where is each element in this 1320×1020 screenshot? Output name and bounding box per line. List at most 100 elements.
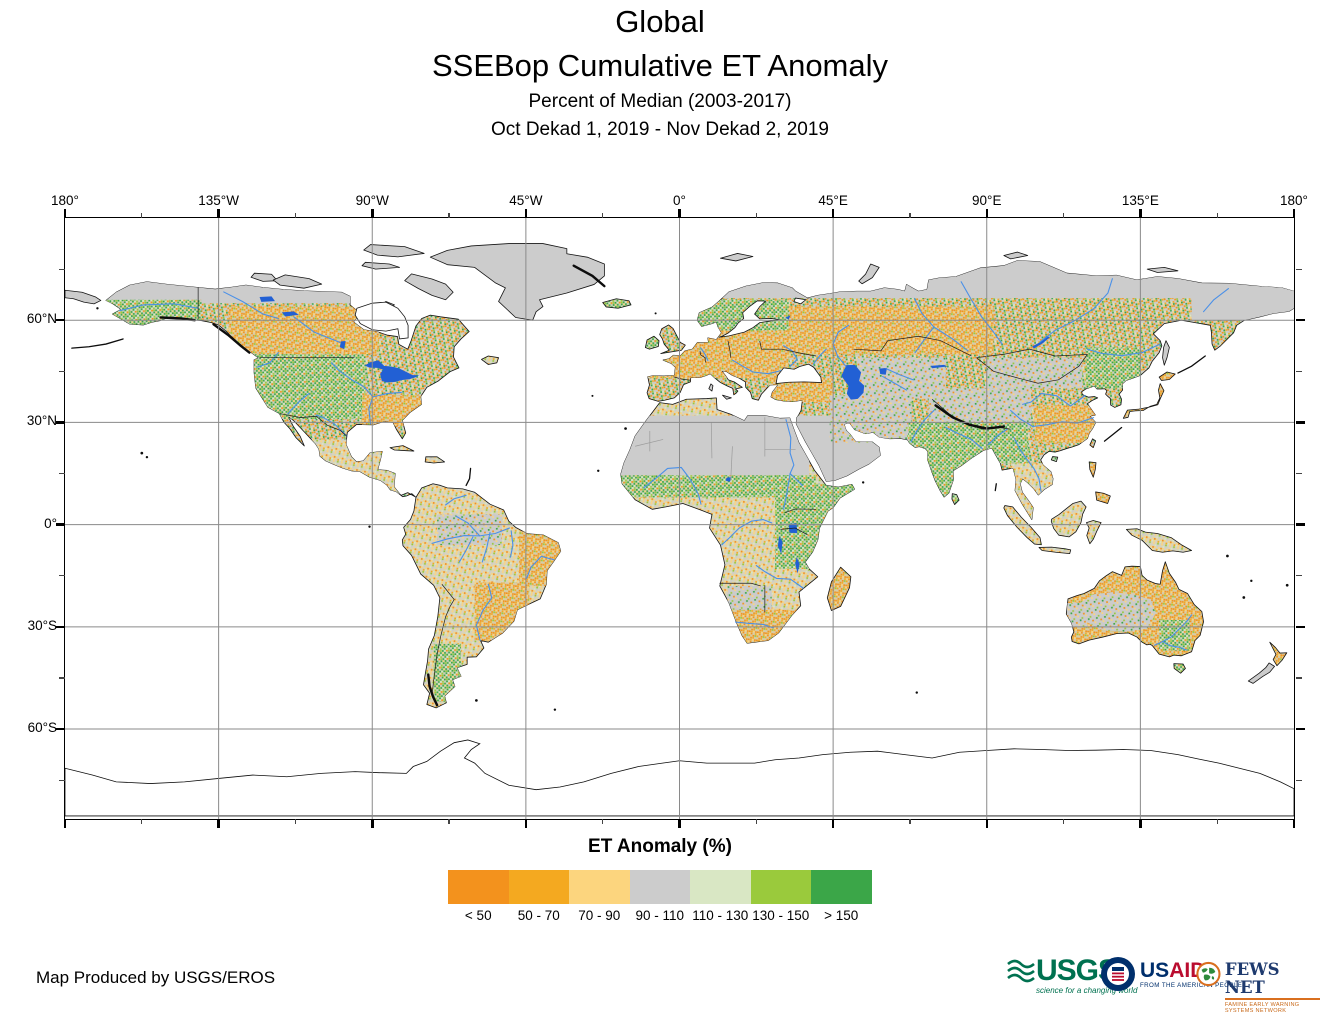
- axis-tick-major: [217, 819, 220, 828]
- chukotka-tip: [64, 290, 101, 304]
- axis-tick-major: [678, 819, 681, 828]
- fewsnet-logo: FEWS NET FAMINE EARLY WARNING SYSTEMS NE…: [1196, 956, 1320, 1014]
- axis-tick-major: [1295, 421, 1305, 424]
- axis-tick-major: [1139, 819, 1142, 828]
- left-axis-label: 30°N: [26, 413, 57, 429]
- map-credit: Map Produced by USGS/EROS: [36, 968, 276, 987]
- axis-tick-major: [1295, 523, 1305, 526]
- cuba: [390, 445, 414, 450]
- greenland: [430, 243, 604, 320]
- top-axis-label: 90°E: [972, 193, 1002, 208]
- country-borders: [198, 287, 1087, 694]
- top-axis-label: 90°W: [355, 193, 389, 208]
- usgs-wave-icon: [1007, 959, 1035, 983]
- axis-tick-minor: [1295, 575, 1302, 577]
- legend-swatch: [569, 870, 630, 904]
- graticule: [65, 218, 1294, 819]
- legend-swatch-row: [448, 870, 872, 904]
- legend-swatch: [690, 870, 751, 904]
- tasmania: [1173, 663, 1185, 673]
- axis-tick-major: [63, 819, 67, 828]
- usaid-wordmark: USAID: [1140, 960, 1242, 982]
- usaid-seal-icon: [1101, 957, 1135, 991]
- anomaly-zones-australia: [1066, 591, 1190, 651]
- top-axis-label: 135°W: [198, 193, 239, 208]
- legend-swatch: [629, 870, 690, 904]
- madagascar: [827, 567, 851, 610]
- title-block: Global SSEBop Cumulative ET Anomaly Perc…: [0, 0, 1320, 144]
- usaid-wordmark-aid: AID: [1169, 959, 1206, 982]
- map-frame: [63, 216, 1295, 820]
- islands: [64, 243, 1287, 683]
- legend-class-label: < 50: [464, 908, 492, 923]
- sri-lanka: [951, 493, 958, 504]
- axis-tick-major: [1295, 727, 1305, 731]
- lake-baikal: [1031, 335, 1050, 348]
- top-axis-label: 45°E: [818, 193, 848, 208]
- subtitle: Percent of Median (2003-2017): [528, 91, 792, 112]
- great-lakes: [364, 359, 419, 383]
- rivers: [119, 278, 1228, 649]
- top-axis-label: 180°: [51, 193, 79, 208]
- black-sea: [776, 364, 821, 383]
- legend-class-label: 70 - 90: [578, 908, 621, 923]
- fewsnet-globe-icon: [1196, 961, 1221, 987]
- page-title-line2: SSEBop Cumulative ET Anomaly: [431, 48, 889, 83]
- caspian-sea: [840, 364, 864, 400]
- usaid-wordmark-us: US: [1140, 959, 1170, 982]
- fewsnet-wordmark: FEWS NET: [1224, 961, 1320, 1000]
- legend-class-label: 130 - 150: [752, 908, 810, 923]
- white-sea: [793, 298, 805, 304]
- axis-tick-minor: [141, 819, 143, 824]
- axis-tick-minor: [1216, 819, 1218, 824]
- axis-tick-minor: [1295, 677, 1302, 679]
- axis-tick-minor: [1295, 370, 1302, 372]
- legend-class-label: 50 - 70: [517, 908, 560, 923]
- legend-swatch: [811, 870, 872, 904]
- legend-class-label: 110 - 130: [692, 908, 749, 923]
- mindanao: [1095, 491, 1110, 503]
- subtitle-daterange: Oct Dekad 1, 2019 - Nov Dekad 2, 2019: [491, 119, 829, 140]
- page-title: Global: [615, 4, 705, 39]
- axis-tick-minor: [294, 819, 297, 824]
- axis-tick-minor: [1295, 472, 1302, 475]
- left-axis-label: 60°S: [27, 720, 57, 736]
- top-axis-label: 45°W: [509, 193, 543, 208]
- axis-tick-minor: [602, 819, 604, 824]
- legend-title: ET Anomaly (%): [588, 836, 732, 857]
- usgs-tagline: science for a changing world: [1036, 986, 1138, 995]
- legend-swatch: [750, 870, 811, 904]
- axis-tick-minor: [755, 819, 757, 824]
- legend-class-label: 90 - 110: [635, 908, 685, 923]
- axis-tick-minor: [1295, 779, 1302, 781]
- axis-tick-major: [831, 819, 835, 828]
- new-zealand-north: [1269, 642, 1286, 666]
- axis-tick-major: [1292, 819, 1296, 828]
- sumatra: [1003, 505, 1041, 544]
- luzon: [1089, 461, 1096, 476]
- usaid-tagline: FROM THE AMERICAN PEOPLE: [1140, 982, 1243, 989]
- axis-tick-minor: [909, 819, 911, 824]
- left-axis-label: 30°S: [27, 617, 57, 633]
- axis-tick-minor: [1295, 268, 1302, 270]
- left-axis-label: 0°: [44, 515, 57, 531]
- fewsnet-tagline: FAMINE EARLY WARNING SYSTEMS NETWORK: [1224, 1002, 1300, 1014]
- aral-sea: [878, 367, 887, 375]
- honshu: [1123, 383, 1164, 418]
- axis-tick-major: [1295, 318, 1305, 322]
- mountain-ice-strips: [71, 265, 1289, 711]
- usgs-logo: USGS science for a changing world: [1006, 956, 1137, 995]
- legend-swatch: [508, 870, 569, 904]
- legend-class-label: > 150: [824, 908, 859, 923]
- top-axis-label: 0°: [673, 193, 686, 208]
- top-axis-label: 180°: [1280, 193, 1308, 208]
- iceland: [602, 298, 630, 308]
- lakes: [259, 295, 1050, 573]
- java: [1038, 547, 1070, 553]
- legend-swatch: [448, 870, 509, 904]
- axis-tick-minor: [1062, 819, 1065, 824]
- new-guinea: [1126, 528, 1191, 552]
- sulawesi: [1086, 520, 1101, 543]
- axis-tick-major: [371, 819, 374, 828]
- axis-tick-major: [985, 819, 988, 828]
